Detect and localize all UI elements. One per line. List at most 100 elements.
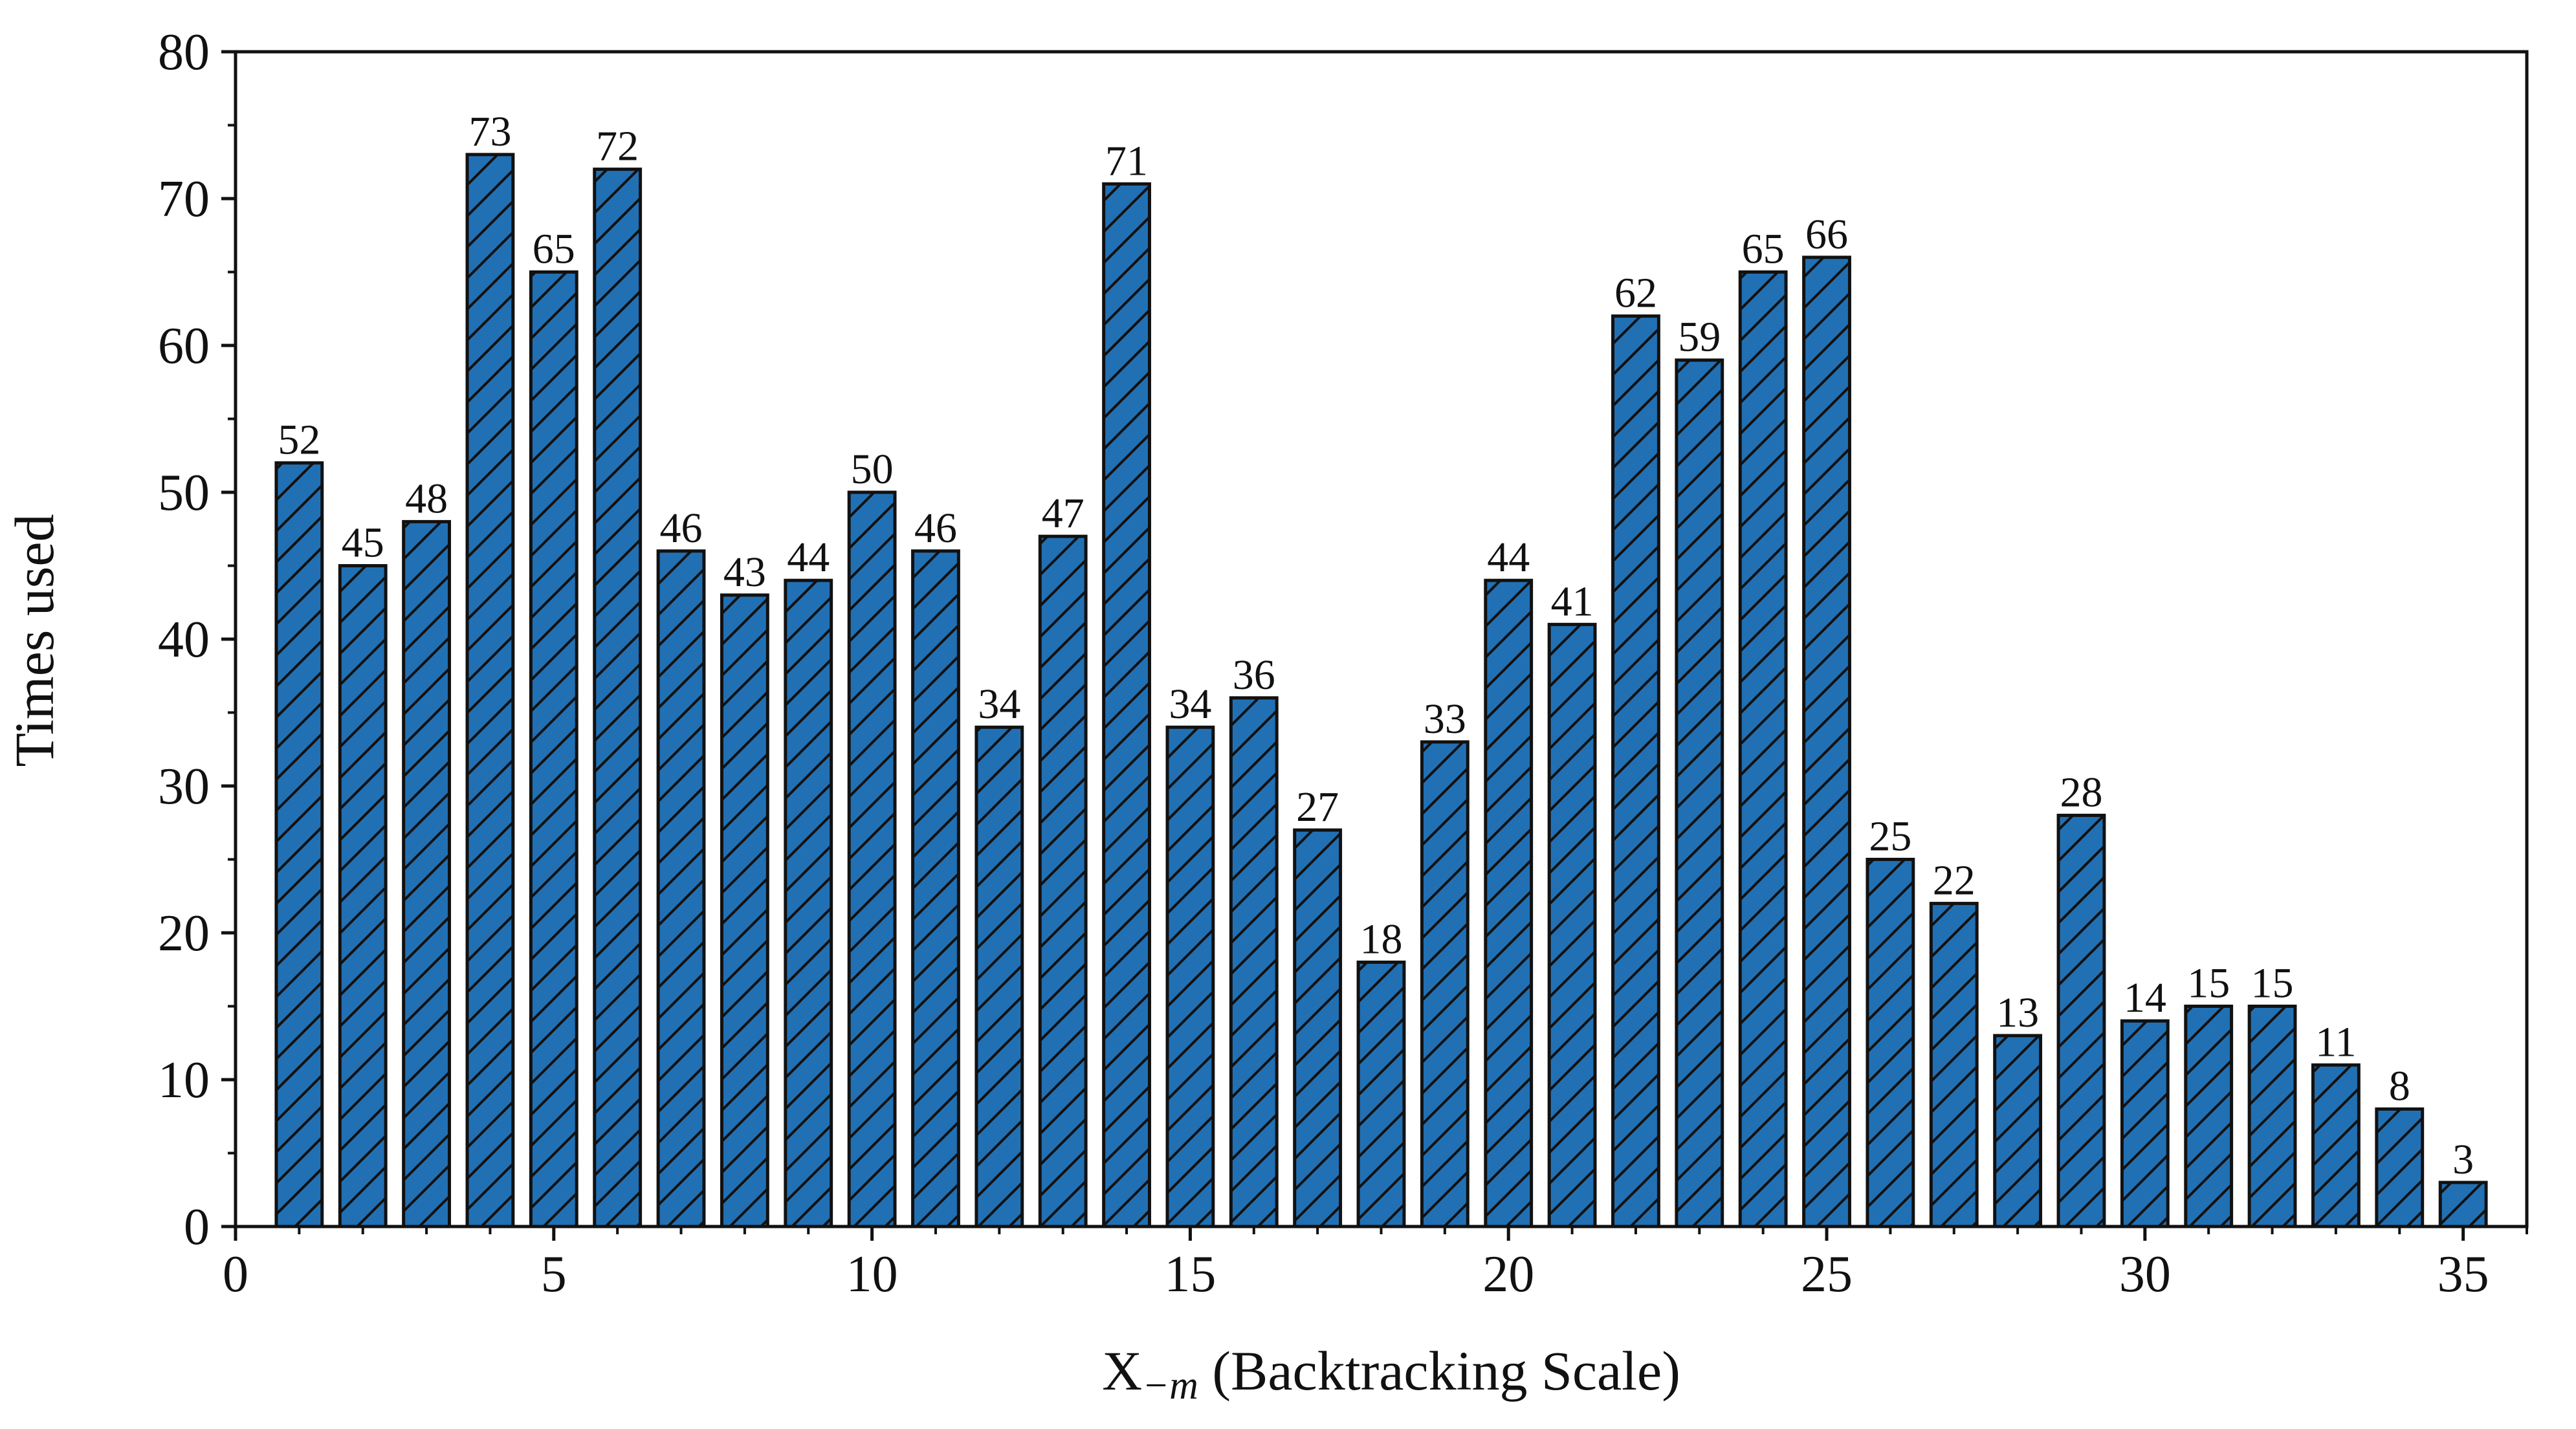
bar-hatch (2311, 1063, 2361, 1228)
bar-value-label: 15 (2251, 960, 2294, 1007)
bar-value-label: 48 (405, 475, 448, 522)
bar-value-label: 25 (1869, 813, 1911, 860)
bar-hatch (847, 490, 897, 1228)
bar (1038, 534, 1088, 1228)
bar-value-label: 47 (1042, 490, 1084, 537)
bar (529, 270, 578, 1228)
bar-value-label: 22 (1933, 857, 1976, 904)
bar-value-label: 44 (1487, 534, 1530, 581)
bar (2120, 1019, 2170, 1228)
bar (656, 549, 706, 1228)
bar-hatch (1929, 902, 1979, 1228)
x-tick-label: 35 (2438, 1246, 2489, 1303)
bar-hatch (2375, 1107, 2425, 1228)
x-tick-label: 30 (2119, 1246, 2171, 1303)
bar-hatch (1038, 534, 1088, 1228)
x-tick-label: 15 (1164, 1246, 1216, 1303)
bar-hatch (1484, 578, 1534, 1228)
bar (1484, 578, 1534, 1228)
bar-hatch (1993, 1034, 2043, 1228)
bar-hatch (465, 153, 515, 1228)
bar-value-label: 34 (1169, 681, 1211, 728)
bar (1738, 270, 1788, 1228)
bar (847, 490, 897, 1228)
bar (1293, 828, 1343, 1228)
bar (2438, 1181, 2488, 1228)
bar-hatch (911, 549, 960, 1228)
bar (1420, 740, 1470, 1228)
bar-value-label: 65 (533, 226, 575, 273)
bar (1866, 858, 1915, 1228)
bar-value-label: 18 (1360, 915, 1403, 963)
bar-hatch (338, 564, 388, 1228)
bar-value-label: 50 (851, 446, 894, 493)
bar-hatch (1675, 358, 1724, 1228)
bar-hatch (1611, 314, 1660, 1228)
bar-value-label: 34 (978, 681, 1020, 728)
bar (1675, 358, 1724, 1228)
x-tick-label: 10 (846, 1246, 898, 1303)
y-tick-label: 80 (158, 24, 210, 81)
bar (1802, 256, 1851, 1228)
bar (974, 725, 1024, 1228)
bar (338, 564, 388, 1228)
bar (2056, 813, 2106, 1228)
bar-value-label: 45 (342, 519, 384, 567)
bar-value-label: 59 (1678, 314, 1721, 361)
bar-hatch (2247, 1005, 2297, 1228)
x-axis-title: X−m (Backtracking Scale) (1102, 1340, 1680, 1408)
axis-ticks-layer: 0 10 20 30 40 50 60 70 80 0 5 10 15 20 25 30 35 (158, 24, 2528, 1303)
bar-hatch (2438, 1181, 2488, 1228)
bar-value-label: 3 (2452, 1136, 2474, 1183)
bar-value-label: 11 (2315, 1018, 2357, 1065)
bar-hatch (1802, 256, 1851, 1228)
y-tick-label: 20 (158, 905, 210, 962)
x-tick-label: 25 (1801, 1246, 1853, 1303)
bar-hatch (1420, 740, 1470, 1228)
bar-hatch (1356, 960, 1406, 1228)
bar (1929, 902, 1979, 1228)
bar-value-label: 8 (2389, 1062, 2410, 1109)
bars-layer (274, 153, 2488, 1228)
bar-hatch (2184, 1005, 2234, 1228)
y-tick-label: 70 (158, 171, 210, 228)
bar (2184, 1005, 2234, 1228)
bar (1102, 182, 1151, 1228)
bar-value-label: 46 (914, 505, 957, 552)
bar-value-label: 65 (1742, 226, 1785, 273)
bar-value-label: 28 (2060, 769, 2102, 816)
bar (1165, 725, 1215, 1228)
bar-hatch (1165, 725, 1215, 1228)
bar-value-label: 36 (1233, 651, 1275, 699)
bar (1993, 1034, 2043, 1228)
y-tick-label: 50 (158, 464, 210, 521)
bar-value-label: 66 (1805, 211, 1848, 258)
bar-value-label: 62 (1614, 270, 1657, 317)
bar-hatch (593, 168, 643, 1228)
bar (784, 578, 833, 1228)
bar-hatch (1547, 622, 1597, 1228)
bar (1547, 622, 1597, 1228)
bar-value-label: 71 (1105, 137, 1148, 184)
x-axis-title-base: X (1102, 1340, 1142, 1402)
x-axis-title-subscript: −m (1142, 1364, 1198, 1408)
bar (1356, 960, 1406, 1228)
bar (402, 519, 451, 1228)
bar-hatch (1866, 858, 1915, 1228)
bar-value-label: 44 (787, 534, 830, 581)
bar-value-label: 14 (2124, 974, 2166, 1021)
bar-hatch (529, 270, 578, 1228)
bar-value-label: 52 (278, 417, 320, 464)
bar-hatch (720, 593, 769, 1228)
bar-hatch (274, 461, 324, 1228)
bar-hatch (402, 519, 451, 1228)
bar-value-label: 43 (723, 549, 766, 596)
bar-hatch (2056, 813, 2106, 1228)
bar (2247, 1005, 2297, 1228)
bar (593, 168, 643, 1228)
bar (465, 153, 515, 1228)
bar-value-label: 15 (2187, 960, 2230, 1007)
bar (2311, 1063, 2361, 1228)
